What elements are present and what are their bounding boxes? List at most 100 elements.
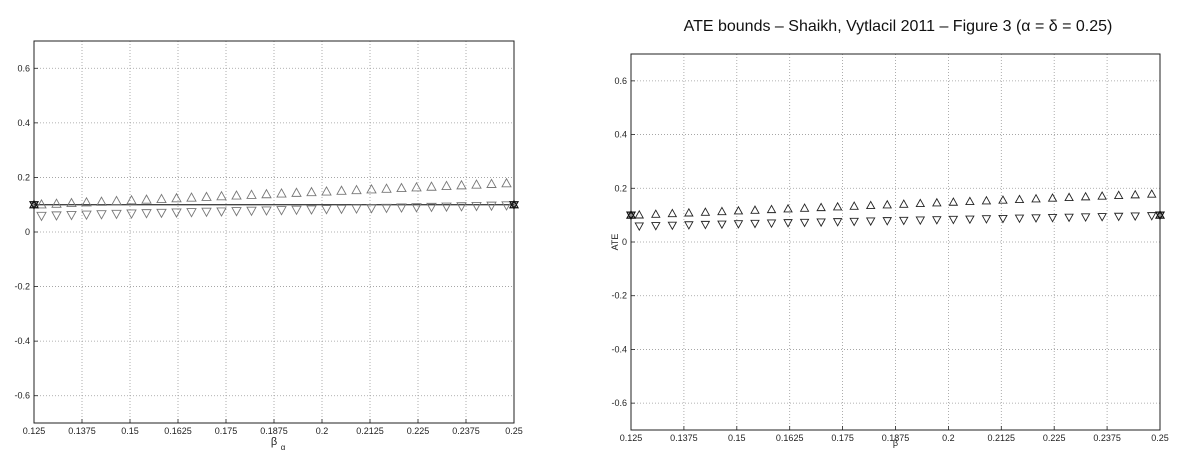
x-tick-label: 0.1625	[776, 433, 804, 443]
upper-bound-point	[700, 207, 711, 216]
lower-bound-point	[81, 210, 92, 221]
upper-bound-point	[1031, 193, 1041, 203]
x-tick-label: 0.225	[407, 426, 430, 436]
upper-bound-point	[998, 195, 1008, 204]
x-tick-label: 0.1875	[260, 426, 288, 436]
lower-bound-point	[351, 204, 362, 214]
upper-bound-point	[634, 209, 645, 219]
lower-bound-point	[156, 208, 167, 219]
y-tick-label: 0.2	[614, 183, 627, 193]
upper-bound-point	[932, 197, 942, 207]
lower-bound-point	[246, 206, 257, 217]
lower-bound-point	[36, 211, 47, 222]
y-axis-label: ATE	[610, 234, 620, 251]
lower-bound-point	[1130, 212, 1140, 222]
upper-bound-point	[651, 209, 661, 218]
lower-bound-point	[700, 220, 711, 230]
upper-bound-point	[321, 185, 332, 196]
x-tick-label: 0.1375	[670, 433, 698, 443]
lower-bound-point	[915, 216, 926, 226]
lower-bound-point	[932, 216, 942, 225]
lower-bound-point	[216, 207, 227, 217]
lower-bound-point	[141, 209, 152, 219]
x-tick-label: 0.2125	[356, 426, 384, 436]
upper-bound-point	[750, 205, 760, 214]
upper-bound-point	[96, 196, 107, 206]
x-axis-label-subscript: α	[281, 443, 286, 452]
upper-bound-point	[231, 190, 242, 200]
upper-bound-point	[246, 189, 257, 199]
lower-bound-point	[96, 210, 107, 220]
y-tick-label: -0.4	[611, 344, 627, 354]
upper-bound-point	[306, 186, 317, 197]
upper-bound-point	[66, 197, 77, 208]
x-tick-label: 0.2	[942, 433, 955, 443]
x-tick-label: 0.225	[1043, 433, 1066, 443]
upper-bound-point	[186, 192, 197, 202]
lower-bound-point	[366, 204, 377, 214]
upper-bound-point	[1097, 191, 1107, 200]
lower-bound-point	[799, 218, 810, 228]
x-tick-label: 0.1375	[68, 426, 96, 436]
upper-bound-point	[667, 208, 678, 218]
lower-bound-point	[1097, 213, 1107, 222]
lower-bound-point	[66, 211, 77, 221]
upper-bound-point	[1113, 190, 1124, 199]
y-tick-label: 0	[622, 237, 627, 247]
upper-bound-point	[1130, 189, 1140, 199]
x-tick-label: 0.25	[1151, 433, 1169, 443]
chart-title: ATE bounds – Shaikh, Vytlacil 2011 – Fig…	[684, 18, 1113, 35]
upper-bound-point	[51, 198, 62, 208]
lower-bound-point	[1113, 212, 1124, 222]
upper-bound-point	[849, 201, 859, 210]
lower-bound-point	[667, 221, 678, 231]
lower-bound-point	[1064, 213, 1074, 223]
upper-bound-point	[216, 190, 227, 201]
lower-bound-point	[651, 222, 661, 231]
upper-bound-point	[1146, 189, 1157, 198]
upper-bound-point	[291, 187, 302, 197]
lower-bound-point	[321, 205, 332, 215]
upper-bound-point	[126, 194, 137, 205]
upper-bound-point	[366, 183, 377, 194]
right-chart-panel: 0.125 0.1375 0.15 0.1625 0.175 0.1875 0.2 0.212…	[610, 18, 1169, 448]
lower-bound-point	[306, 205, 317, 215]
upper-bound-point	[141, 194, 152, 204]
lower-bound-point	[336, 204, 347, 215]
upper-bound-point	[1080, 191, 1091, 201]
lower-bound-point	[111, 209, 122, 220]
x-axis-label: β	[271, 436, 277, 448]
lower-bound-point	[186, 208, 197, 218]
lower-bound-point	[1146, 212, 1157, 221]
upper-bound-point	[1064, 192, 1074, 202]
y-tick-label: -0.6	[611, 398, 627, 408]
lower-bound-point	[832, 218, 843, 227]
lower-bound-point	[882, 217, 892, 226]
lower-bound-point	[396, 203, 407, 214]
upper-bound-point	[766, 204, 777, 214]
lower-bound-point	[381, 203, 392, 214]
lower-bound-point	[899, 216, 909, 226]
upper-bound-point	[456, 179, 467, 190]
lower-bound-point	[783, 219, 793, 228]
upper-bound-point	[717, 206, 727, 216]
endpoint-marker	[508, 201, 520, 210]
x-tick-label: 0.2375	[1093, 433, 1121, 443]
lower-bound-point	[816, 218, 826, 228]
upper-bound-point	[733, 205, 744, 215]
lower-bound-point	[426, 202, 437, 213]
lower-bound-point	[261, 206, 272, 216]
upper-bound-point	[882, 199, 892, 209]
lower-bound-point	[733, 220, 744, 229]
upper-bound-point	[965, 196, 975, 206]
upper-bound-point	[684, 207, 694, 217]
lower-bound-point	[276, 206, 287, 216]
lower-bound-point	[981, 215, 992, 224]
upper-bound-point	[899, 199, 909, 208]
x-tick-label: 0.1875	[882, 433, 910, 443]
upper-bound-point	[411, 181, 422, 192]
x-tick-label: 0.15	[728, 433, 746, 443]
lower-bound-point	[231, 207, 242, 217]
lower-bound-point	[948, 215, 959, 225]
